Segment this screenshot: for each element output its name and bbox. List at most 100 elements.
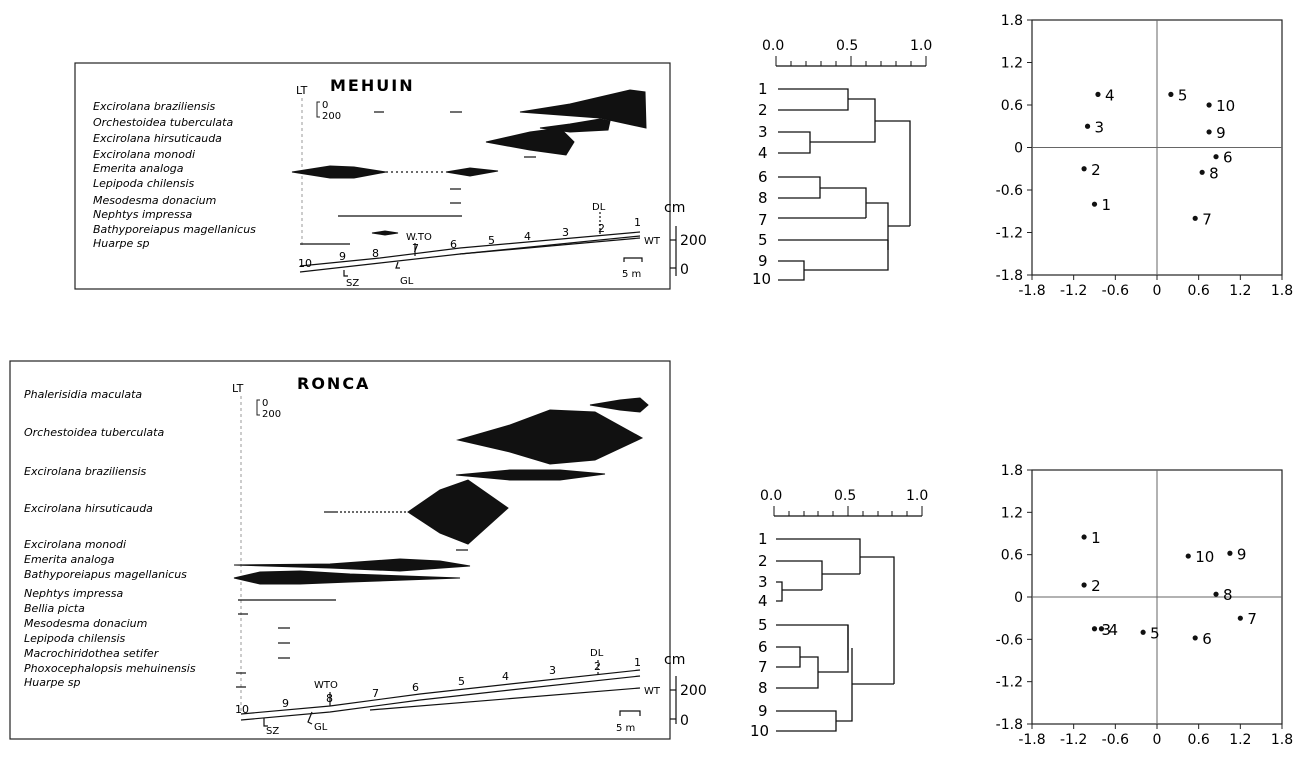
station-point-label: 10 [1216,97,1235,115]
species-label: Phalerisidia maculata [24,388,142,401]
gl-label: GL [314,722,328,733]
branch [778,177,820,198]
panel-title: RONCA [297,374,370,393]
species-label: Excirolana hirsuticauda [93,132,222,145]
wt-label: WT [644,686,661,697]
x-tick-label: 0 [1153,283,1162,299]
abundance-scale-bracket [257,400,260,415]
branch [776,582,782,601]
station-point [1095,92,1100,97]
station-number: 8 [372,247,379,260]
station-point-label: 3 [1095,118,1105,136]
branch [776,711,836,731]
panel-title: MEHUIN [330,76,415,95]
species-label: Emerita analoga [24,553,115,566]
x-tick-label: -1.2 [1060,732,1087,748]
height-unit: cm [664,652,685,668]
gl-label: GL [400,276,414,287]
kite-shapes [292,90,646,244]
kite-shape [446,168,498,176]
kite-shape [590,398,648,412]
abundance-scale-bottom: 200 [322,111,341,122]
y-tick-label: -1.8 [996,717,1023,733]
y-tick-label: 0 [1014,590,1023,606]
station-point-label: 8 [1223,586,1233,604]
species-label: Phoxocephalopsis mehuinensis [24,662,196,675]
y-tick-label: 1.2 [1001,56,1023,72]
axis-tick-label: 1.0 [906,488,928,504]
station-number: 5 [458,675,465,688]
station-number: 4 [502,670,509,683]
species-label: Excirolana hirsuticauda [24,502,153,515]
height-tick-label: 200 [680,683,707,699]
leaf-label: 10 [750,722,769,740]
beach-profile [241,660,640,726]
station-number: 10 [235,703,249,716]
abundance-scale-top: 0 [262,398,268,409]
branch [778,89,848,110]
station-number: 5 [488,234,495,247]
station-point [1238,616,1243,621]
height-tick-label: 200 [680,233,707,249]
gl-tick [396,262,400,268]
x-tick-label: 1.8 [1271,283,1293,299]
height-tick-label: 0 [680,262,689,278]
station-point [1081,534,1086,539]
station-point-label: 4 [1108,621,1118,639]
leaf-label: 6 [758,168,768,186]
leaf-label: 2 [758,101,768,119]
leaf-label: 8 [758,189,768,207]
species-label: Emerita analoga [93,162,184,175]
x-tick-label: -1.8 [1018,732,1045,748]
leaf-label: 5 [758,616,768,634]
station-number: 7 [412,242,419,255]
station-point-label: 5 [1150,624,1160,642]
leaf-labels: 1 2 3 4 6 8 7 5 9 10 [752,80,771,288]
species-label: Lepipoda chilensis [24,632,126,645]
wto-label: WTO [314,680,338,691]
branch [875,121,910,226]
y-tick-label: 0.6 [1001,548,1023,564]
station-point-label: 1 [1091,529,1101,547]
sz-tick [344,270,348,276]
x-tick-label: -0.6 [1102,732,1129,748]
species-label: Bathyporeiapus magellanicus [24,568,187,581]
x-tick-label: 1.2 [1229,732,1251,748]
x-tick-label: -0.6 [1102,283,1129,299]
species-labels: Excirolana braziliensis Orchestoidea tub… [93,100,256,250]
dl-label: DL [592,202,606,213]
y-tick-label: -0.6 [996,632,1023,648]
station-number: 9 [339,250,346,263]
dl-label: DL [590,648,604,659]
species-label: Nephtys impressa [24,587,124,600]
x-tick-label: 0 [1153,732,1162,748]
leaf-labels: 1 2 3 4 5 6 7 8 9 10 [750,530,769,740]
species-label: Huarpe sp [24,676,80,689]
wto-label: W.TO [406,232,432,243]
scale-bar-label: 5 m [616,723,635,734]
scale-bar-5m [624,258,642,262]
leaf-label: 7 [758,211,768,229]
branch [804,240,888,270]
species-label: Orchestoidea tuberculata [93,116,233,129]
station-point-label: 2 [1091,577,1101,595]
axis-ticks [774,506,922,516]
leaf-label: 4 [758,144,768,162]
leaf-label: 2 [758,552,768,570]
branch [860,557,894,684]
profile-upper [241,670,640,714]
station-number: 1 [634,656,641,669]
leaf-label: 10 [752,270,771,288]
x-tick-label: 0.6 [1188,283,1210,299]
leaf-label: 8 [758,679,768,697]
species-label: Bellia picta [24,602,85,615]
station-number: 6 [450,238,457,251]
species-label: Excirolana monodi [93,148,195,161]
sz-label: SZ [266,726,279,737]
abundance-scale-bottom: 200 [262,409,281,420]
kite-shape [234,559,470,571]
station-point [1206,129,1211,134]
station-point-label: 4 [1105,86,1115,104]
station-point-label: 6 [1202,630,1212,648]
species-label: Macrochiridothea setifer [24,647,160,660]
